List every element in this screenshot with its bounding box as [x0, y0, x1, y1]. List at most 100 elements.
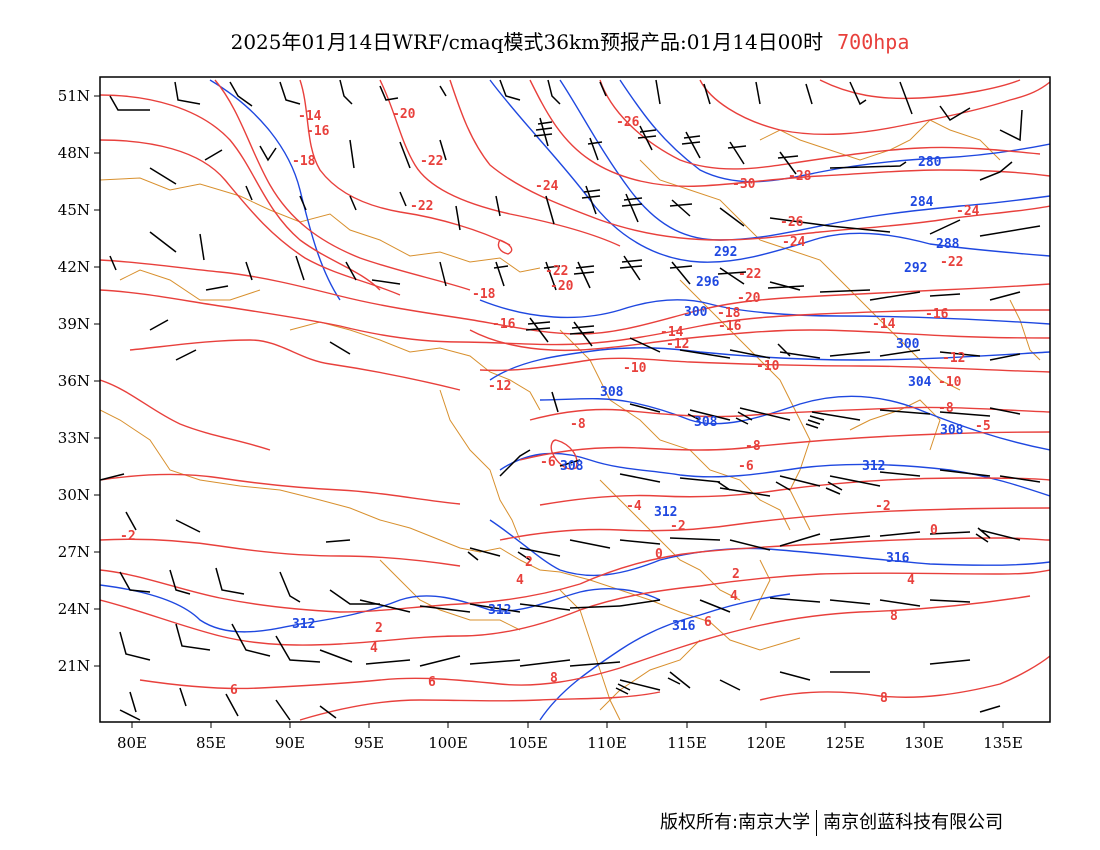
temp-label: -24: [782, 235, 806, 250]
temp-label: 0: [655, 547, 663, 562]
temp-label: 6: [704, 615, 712, 630]
temp-label: 8: [550, 671, 558, 686]
x-axis: 80E 85E 90E 95E 100E 105E 110E 115E 120E…: [117, 722, 1023, 752]
x-tick-label: 105E: [508, 734, 548, 752]
temp-label: -20: [550, 279, 574, 294]
x-tick-label: 85E: [196, 734, 226, 752]
wind-barbs: [100, 79, 1041, 721]
y-tick-label: 21N: [58, 657, 90, 675]
temp-label: -12: [666, 337, 689, 352]
title-main: 2025年01月14日WRF/cmaq模式36km预报产品:01月14日00时: [230, 30, 824, 54]
temperature-labels: -14 -16 -18 -20 -22 -22 -22 -26 -24 -30 …: [120, 107, 991, 706]
height-label: 312: [292, 617, 315, 632]
temp-label: 4: [730, 589, 738, 604]
x-tick-label: 100E: [428, 734, 468, 752]
temp-label: -4: [626, 499, 642, 514]
temp-label: -10: [756, 359, 780, 374]
temp-label: -14: [660, 325, 684, 340]
copyright-text: 版权所有:南京大学: [660, 812, 811, 833]
y-tick-label: 30N: [58, 486, 90, 504]
temp-label: -2: [670, 519, 686, 534]
temp-label: -26: [780, 215, 804, 230]
height-label: 300: [684, 305, 708, 320]
temp-label: -14: [872, 317, 896, 332]
temp-label: 4: [516, 573, 524, 588]
temp-label: -14: [298, 109, 322, 124]
height-label: 312: [862, 459, 885, 474]
temp-label: -28: [788, 169, 812, 184]
temp-label: -8: [745, 439, 761, 454]
y-tick-label: 45N: [58, 201, 90, 219]
temp-label: -22: [940, 255, 963, 270]
plot-frame: [99, 76, 1051, 723]
temp-label: -6: [738, 459, 754, 474]
x-tick-label: 80E: [117, 734, 147, 752]
temp-label: -2: [875, 499, 891, 514]
temp-label: -10: [623, 361, 647, 376]
height-label: 284: [910, 195, 934, 210]
height-labels: 280 284 288 292 292 296 300 300 304 308 …: [292, 155, 964, 634]
temp-label: -30: [732, 177, 756, 192]
temp-label: -8: [570, 417, 586, 432]
y-tick-label: 27N: [58, 543, 90, 561]
temp-label: 2: [732, 567, 740, 582]
height-contours: [100, 79, 1050, 721]
footer-credits: 版权所有:南京大学 南京创蓝科技有限公司: [660, 808, 1003, 836]
x-tick-label: 110E: [587, 734, 627, 752]
y-tick-label: 36N: [58, 372, 90, 390]
height-label: 308: [560, 459, 584, 474]
height-label: 288: [936, 237, 960, 252]
height-label: 292: [904, 261, 927, 276]
height-label: 292: [714, 245, 737, 260]
temperature-contours: [100, 79, 1050, 721]
y-tick-label: 48N: [58, 144, 90, 162]
y-tick-label: 42N: [58, 258, 90, 276]
temp-label: -6: [540, 455, 556, 470]
height-label: 308: [694, 415, 718, 430]
y-tick-label: 33N: [58, 429, 90, 447]
temp-label: 4: [370, 641, 378, 656]
temp-label: 8: [890, 609, 898, 624]
temp-label: 2: [375, 621, 383, 636]
temp-label: -12: [488, 379, 511, 394]
temp-label: -16: [925, 307, 949, 322]
x-tick-label: 135E: [983, 734, 1023, 752]
temp-label: -18: [717, 306, 741, 321]
temp-label: -18: [472, 287, 496, 302]
chart-title: 2025年01月14日WRF/cmaq模式36km预报产品:01月14日00时 7…: [0, 26, 1100, 55]
temp-label: 6: [428, 675, 436, 690]
temp-label: 6: [230, 683, 238, 698]
x-tick-label: 90E: [275, 734, 305, 752]
temp-label: -16: [306, 124, 330, 139]
x-tick-label: 115E: [667, 734, 707, 752]
temp-label: -20: [392, 107, 416, 122]
company-text: 南京创蓝科技有限公司: [823, 812, 1004, 833]
temp-label: 2: [525, 555, 533, 570]
temp-label: 0: [930, 523, 938, 538]
title-level: 700hpa: [837, 30, 910, 54]
height-label: 312: [488, 603, 511, 618]
height-label: 296: [696, 275, 720, 290]
temp-label: -18: [292, 154, 316, 169]
temp-label: -16: [718, 319, 742, 334]
temp-label: -5: [975, 419, 991, 434]
height-label: 316: [672, 619, 696, 634]
height-label: 308: [600, 385, 624, 400]
height-label: 280: [918, 155, 942, 170]
temp-label: 4: [907, 573, 915, 588]
height-label: 308: [940, 423, 964, 438]
y-tick-label: 24N: [58, 600, 90, 618]
temp-label: -2: [120, 529, 136, 544]
temp-label: -22: [545, 264, 568, 279]
x-tick-label: 130E: [904, 734, 944, 752]
temp-label: -22: [410, 199, 433, 214]
height-label: 304: [908, 375, 932, 390]
temp-label: 8: [880, 691, 888, 706]
temp-label: -24: [956, 204, 980, 219]
temp-label: -26: [616, 115, 640, 130]
height-label: 312: [654, 505, 677, 520]
temp-label: -12: [942, 351, 965, 366]
y-axis: 51N 48N 45N 42N 39N 36N 33N 30N 27N 24N …: [58, 87, 100, 675]
temp-label: -16: [492, 317, 516, 332]
